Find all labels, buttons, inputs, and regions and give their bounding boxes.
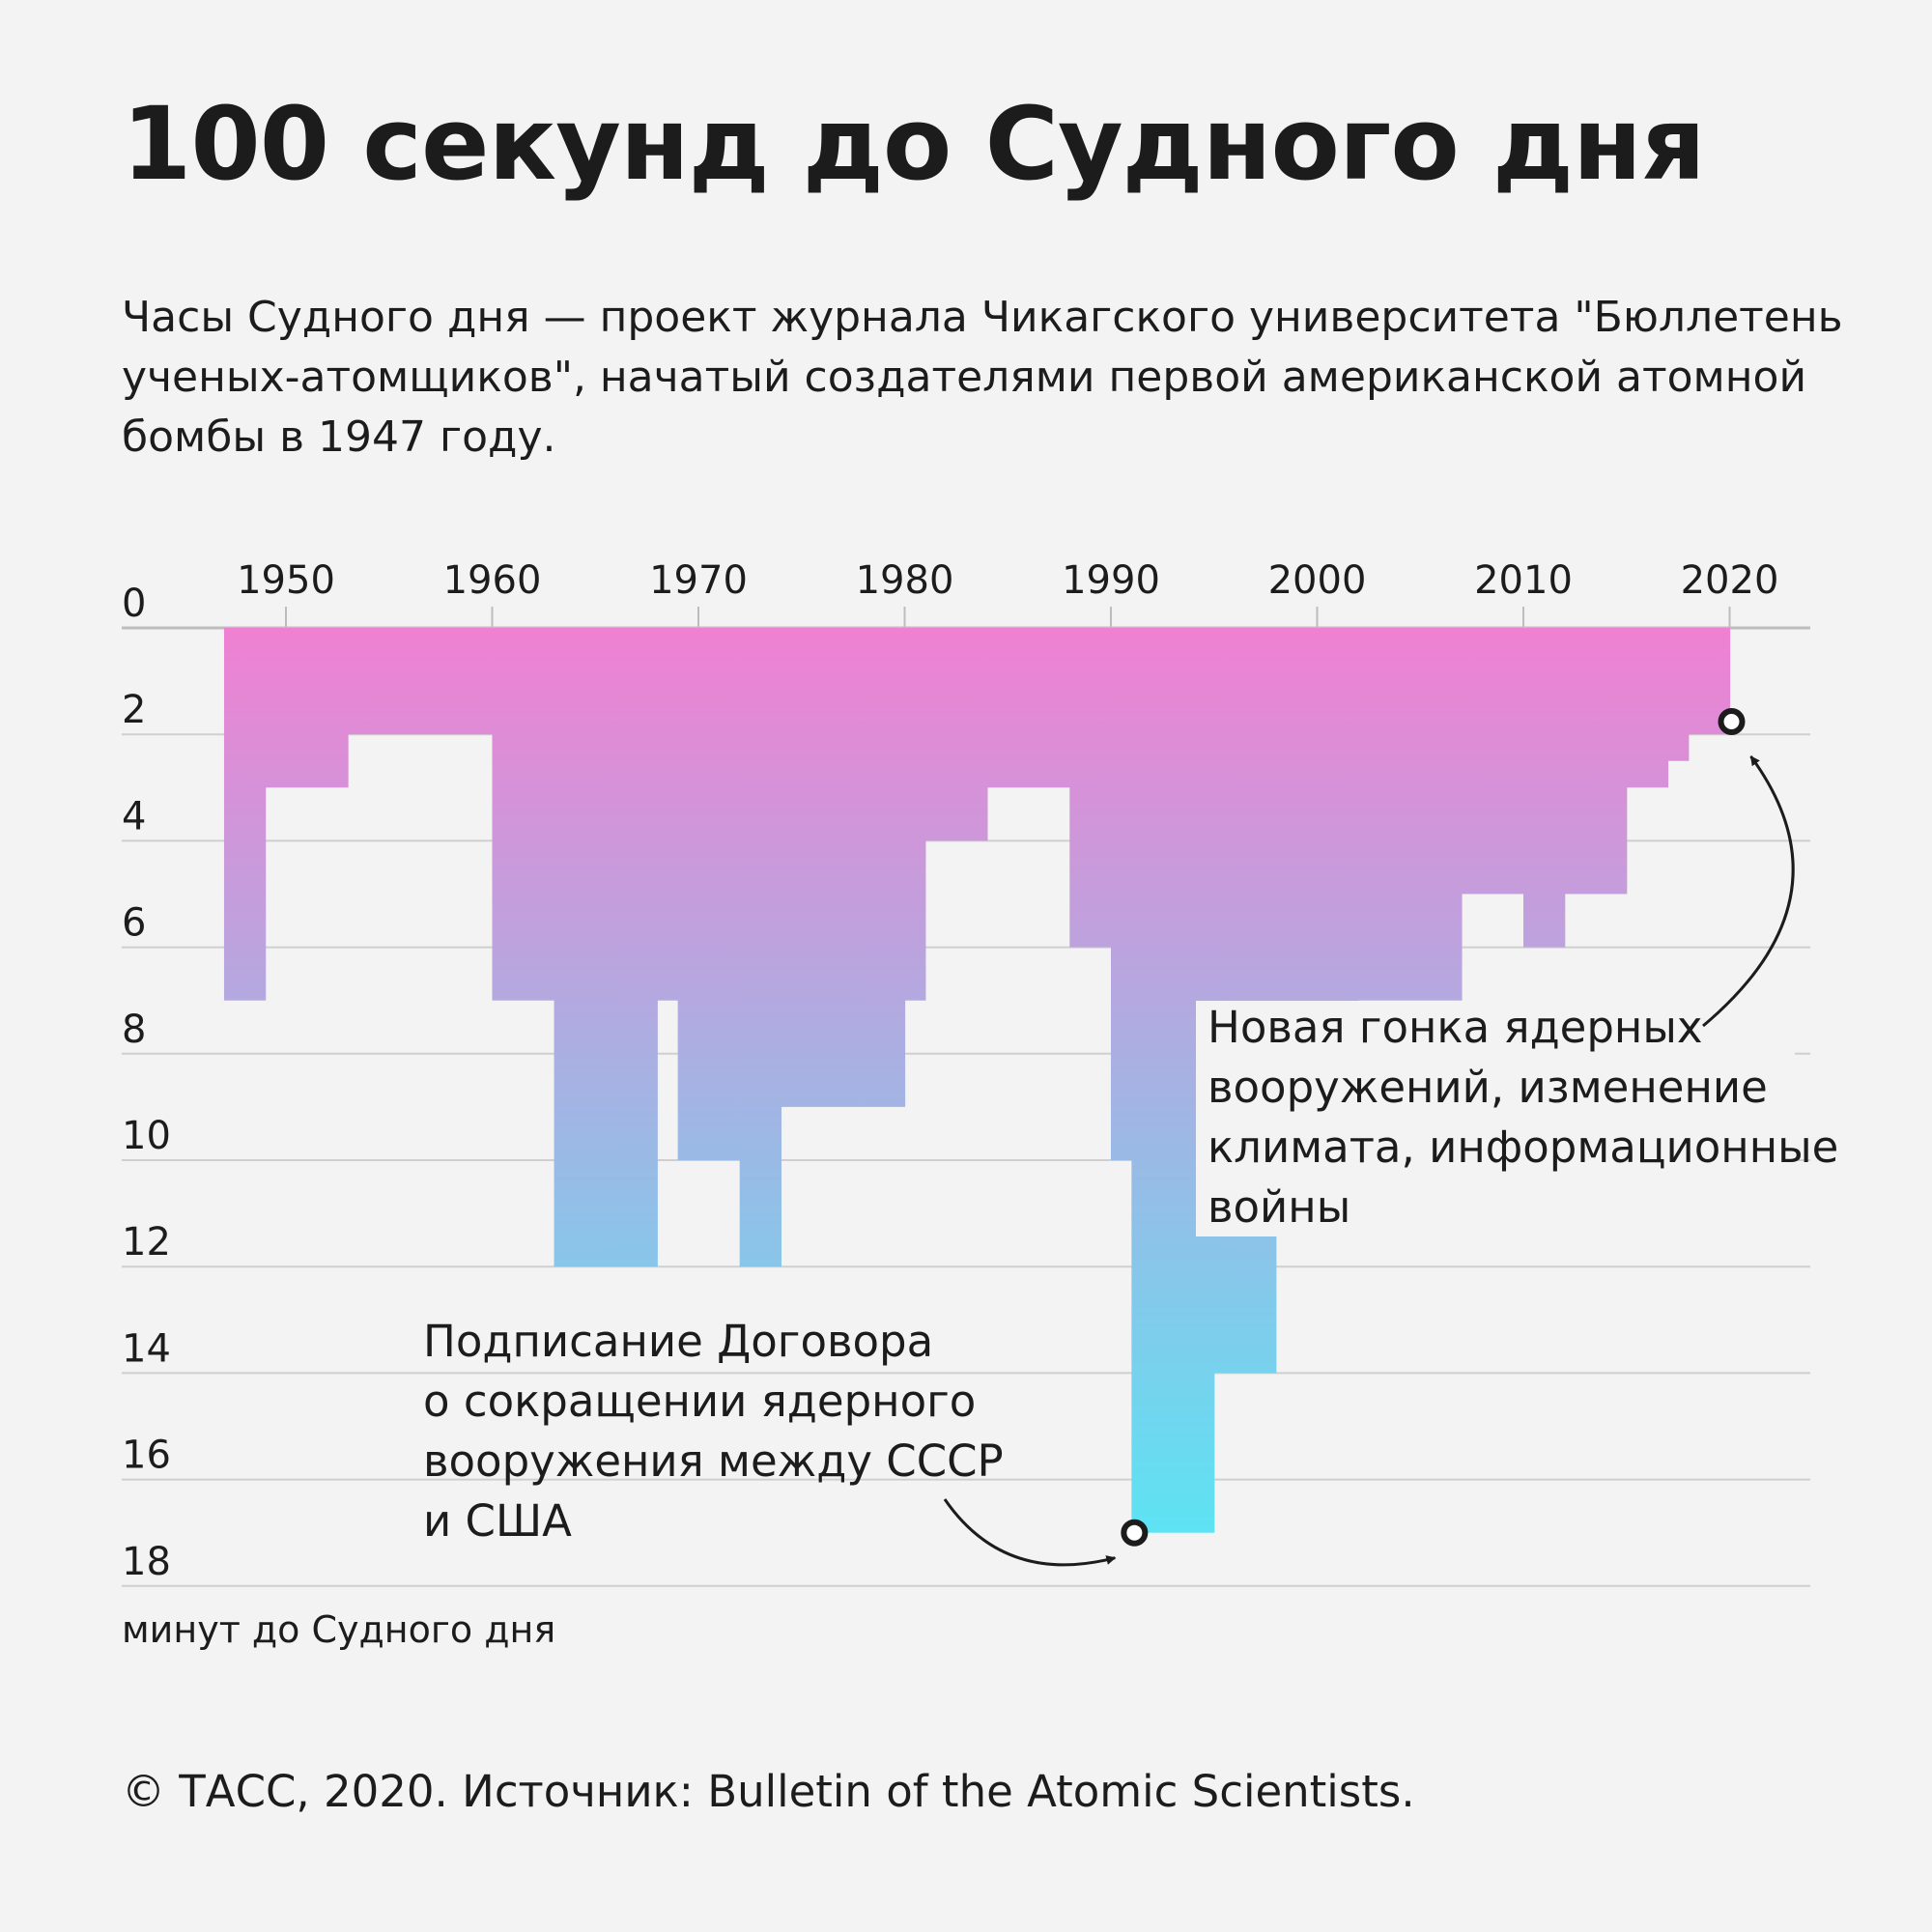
- annotation-1-label: Подписание Договора о сокращении ядерного…: [423, 1316, 1004, 1547]
- y-tick-label: 6: [122, 901, 146, 946]
- y-tick-label: 2: [122, 688, 146, 732]
- x-tick-label: 2000: [1268, 558, 1367, 603]
- step-bar-1988: [1069, 628, 1112, 948]
- y-tick-label: 16: [122, 1434, 171, 1478]
- x-tick-label: 1990: [1062, 558, 1160, 603]
- step-bar-2017: [1667, 628, 1690, 761]
- step-bar-1980: [904, 628, 926, 1001]
- y-tick-label: 18: [122, 1540, 171, 1584]
- marker-2020: [1718, 708, 1746, 736]
- step-bar-1968: [657, 628, 679, 1001]
- annotation-2-arrow: [1702, 755, 1795, 1028]
- x-tick-label: 1980: [856, 558, 954, 603]
- step-bar-1974: [781, 628, 906, 1107]
- step-bar-1972: [739, 628, 781, 1267]
- x-axis-ticks: 1950 1960 1970 1980 1990 2000 2010 2020: [237, 558, 1778, 628]
- doomsday-clock-chart: 1950 1960 1970 1980 1990 2000 2010 2020 0 2 4 6 8 10…: [122, 558, 1838, 1651]
- step-bar-1990: [1111, 628, 1132, 1160]
- step-bar-1995: [1213, 628, 1277, 1374]
- y-axis-label: минут до Судного дня: [122, 1608, 555, 1651]
- step-bar-1947: [223, 628, 267, 1001]
- step-bar-2018: [1688, 628, 1710, 735]
- step-bar-2019: [1709, 628, 1731, 735]
- annotation-2-label: Новая гонка ядерных вооружений, изменение…: [1208, 1002, 1838, 1233]
- y-axis-ticks: 0 2 4 6 8 10 12 14 16 18: [122, 582, 171, 1584]
- chart-subtitle: Часы Судного дня — проект журнала Чикагс…: [122, 293, 1843, 462]
- step-bar-1981: [924, 628, 988, 841]
- chart-title: 100 секунд до Судного дня: [122, 85, 1706, 203]
- y-tick-label: 12: [122, 1220, 171, 1264]
- x-tick-label: 1970: [649, 558, 748, 603]
- annotation-1-arrow: [943, 1498, 1117, 1567]
- y-tick-label: 0: [122, 582, 146, 626]
- y-tick-label: 10: [122, 1114, 171, 1158]
- y-tick-label: 4: [122, 794, 146, 838]
- step-bar-1949: [265, 628, 349, 788]
- y-tick-label: 8: [122, 1008, 146, 1052]
- marker-1991: [1121, 1519, 1149, 1547]
- x-tick-label: 2010: [1474, 558, 1573, 603]
- step-bar-2015: [1626, 628, 1669, 788]
- x-tick-label: 1960: [443, 558, 542, 603]
- source-note: © ТАСС, 2020. Источник: Bulletin of the …: [122, 1766, 1415, 1817]
- step-bar-1984: [986, 628, 1070, 788]
- data-steps: [223, 628, 1731, 1533]
- step-bar-2007: [1461, 628, 1524, 895]
- step-bar-2012: [1564, 628, 1628, 895]
- step-bar-2002: [1358, 628, 1463, 1001]
- annotations: Подписание Договора о сокращении ядерного…: [423, 708, 1838, 1567]
- step-bar-1953: [348, 628, 494, 735]
- step-bar-2010: [1523, 628, 1566, 948]
- x-tick-label: 2020: [1681, 558, 1779, 603]
- annotation-2-bg: [1196, 1001, 1795, 1236]
- x-tick-label: 1950: [237, 558, 335, 603]
- step-bar-1969: [677, 628, 741, 1160]
- step-bar-1960: [492, 628, 555, 1001]
- y-tick-label: 14: [122, 1326, 171, 1371]
- step-bar-1963: [554, 628, 658, 1267]
